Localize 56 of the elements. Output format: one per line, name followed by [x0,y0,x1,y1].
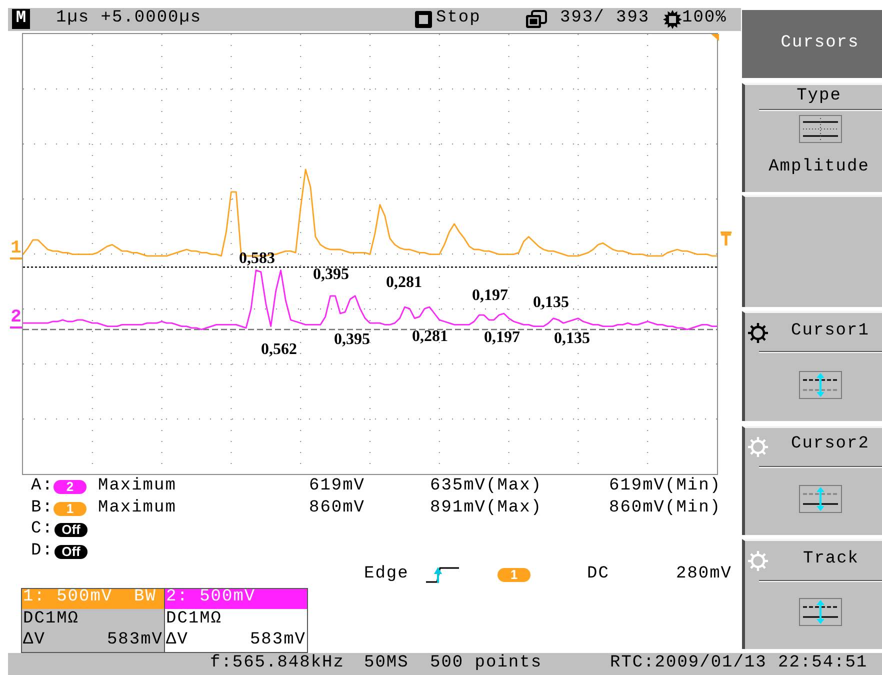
text: 100% [682,8,727,28]
text: Cursor2 [791,434,870,454]
text: ΔV [166,630,188,650]
text: DC1MΩ [23,610,80,630]
text: 619mV [309,476,366,496]
text: 891mV(Max) [430,498,542,518]
text: 50MS [364,654,409,674]
text: 0,135 [554,330,590,348]
text: 635mV(Max) [430,476,542,496]
text: Type [796,86,842,106]
annotation: 0,281 [386,274,422,292]
text: Off [54,522,88,537]
text: A: [31,476,54,496]
text: Track [803,550,860,570]
text: C: [31,520,54,540]
series-label: 2 [10,308,22,329]
text: BW [134,588,156,608]
text: 1 [498,567,530,582]
legend-label: 1 [54,501,86,516]
annotation: 0,197 [484,329,520,347]
text: RTC:2009/01/13 22:54:51 [610,654,868,674]
text: Amplitude [768,158,870,178]
text: M [12,9,30,29]
text: T [720,232,732,252]
text: 0,395 [334,331,370,349]
text: 500 points [430,654,542,674]
text: D: [31,542,54,562]
annotation: 0,395 [313,266,349,284]
text: Off [54,544,88,559]
text: Cursor1 [791,322,870,342]
text: 393/ 393 [560,8,650,28]
text: DC [587,564,610,584]
annotation: 0,135 [533,294,569,312]
text: 2: 500mV [166,588,256,608]
text: 860mV [309,498,366,518]
text: 0,562 [261,341,297,359]
annotation: 0,197 [472,287,508,305]
text: 583mV [106,630,163,650]
text: 1: 500mV [23,588,113,608]
text: 280mV [676,564,732,584]
text: f:565.848kHz [210,654,344,674]
text: 860mV(Min) [609,498,722,518]
text: Stop [436,8,481,28]
text: B: [31,498,54,518]
annotation: 0,281 [412,328,448,346]
text: Cursors [780,34,860,54]
text: 2 [54,479,86,494]
text: Edge [364,564,409,584]
text: DC1MΩ [166,610,222,630]
text: 1µs +5.0000µs [56,8,202,28]
text: 619mV(Min) [609,476,722,496]
text: 583mV [250,630,306,650]
text: 1 [10,238,22,260]
text: Maximum [98,476,176,496]
text: ΔV [23,630,46,650]
text: Maximum [98,498,176,518]
